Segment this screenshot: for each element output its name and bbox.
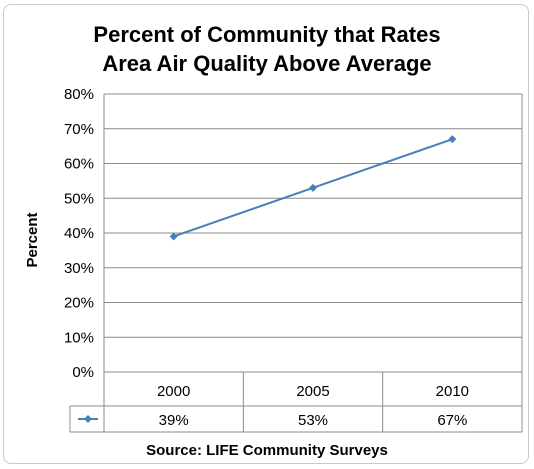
- data-point: [309, 183, 317, 192]
- y-tick-label: 30%: [64, 260, 94, 277]
- chart-frame: [3, 4, 529, 464]
- data-point: [169, 232, 178, 241]
- data-table-value: 53%: [298, 412, 328, 429]
- chart-title: Percent of Community that Rates Area Air…: [0, 20, 534, 78]
- x-tick-label: 2005: [296, 383, 329, 400]
- data-table-value: 39%: [159, 412, 189, 429]
- y-tick-label: 40%: [64, 225, 94, 242]
- y-tick-label: 10%: [64, 329, 94, 346]
- chart-title-line-2: Area Air Quality Above Average: [102, 51, 432, 76]
- y-tick-label: 60%: [64, 156, 94, 173]
- x-tick-label: 2010: [436, 383, 469, 400]
- chart-source: Source: LIFE Community Surveys: [146, 442, 388, 459]
- chart-title-line-1: Percent of Community that Rates: [93, 22, 441, 47]
- y-tick-label: 70%: [64, 121, 94, 138]
- y-tick-label: 80%: [64, 86, 94, 103]
- y-tick-label: 50%: [64, 190, 94, 207]
- y-tick-label: 0%: [72, 364, 94, 381]
- data-point: [448, 135, 457, 144]
- y-tick-label: 20%: [64, 295, 94, 312]
- legend-key-marker: [84, 415, 92, 423]
- x-tick-label: 2000: [157, 383, 190, 400]
- data-table-value: 67%: [437, 412, 467, 429]
